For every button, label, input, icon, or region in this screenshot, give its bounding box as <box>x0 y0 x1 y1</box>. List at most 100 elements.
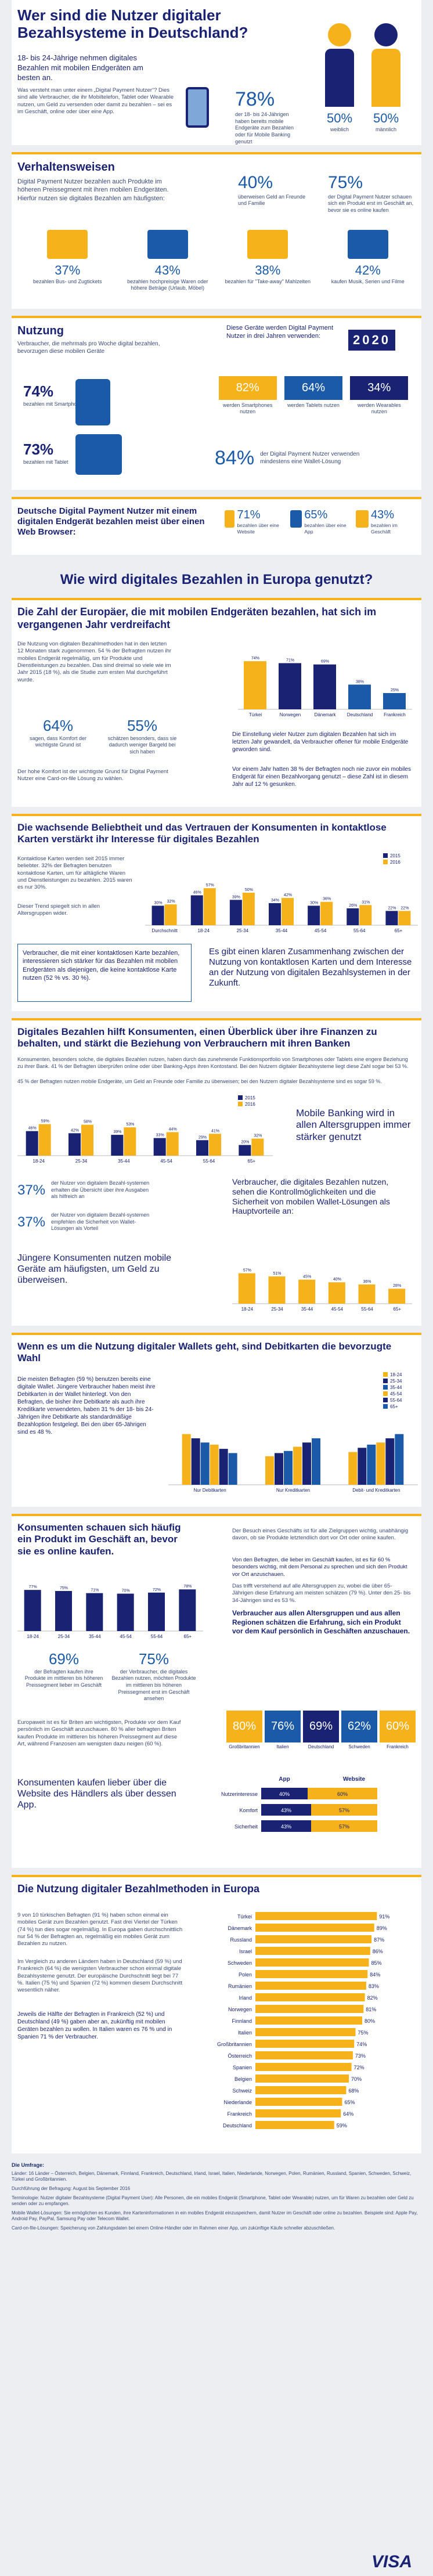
future-device-tile: 34% werden Wearables nutzen <box>350 376 409 428</box>
banks-text2: 45 % der Befragten nutzen mobile Endgerä… <box>17 1078 382 1084</box>
banks-chart: 46% 59% 18-24 42% 58% 25-34 39% 53% 35-44 33% 44% 4… <box>17 1095 273 1164</box>
legend-swatch <box>383 1385 388 1390</box>
chart-category-label: 65+ <box>395 928 403 933</box>
chart-category-label: Türkei <box>249 712 262 717</box>
chart-value-label: 30% <box>310 901 318 905</box>
chart-bar <box>255 2063 352 2071</box>
footer-source5: Card-on-file-Lösungen: Speicherung von Z… <box>12 2225 335 2231</box>
future-tiles: 82% werden Smartphones nutzen 64% werden Ta… <box>215 376 412 428</box>
chart-bar <box>255 2109 341 2117</box>
chart-bar <box>124 1127 136 1156</box>
legend-swatch <box>383 1379 388 1383</box>
behavior-item-label: bezahlen hochpreisige Waren oder höhere … <box>127 278 208 291</box>
chart-category-label: Irland <box>239 1995 252 2001</box>
europe-users-right2: Vor einem Jahr hatten 38 % der Befragten… <box>232 766 411 788</box>
country-tile-pct: 60% <box>380 1711 416 1742</box>
chart-bar <box>151 905 164 925</box>
payment-channel-icon <box>224 510 235 528</box>
country-tile-pct: 69% <box>303 1711 339 1742</box>
payment-web-text: Deutsche Digital Payment Nutzer mit eine… <box>17 506 205 537</box>
chart-category-label: Frankreich <box>384 712 406 717</box>
chart-value-label: 71% <box>91 1589 99 1593</box>
chart-bar <box>24 1590 41 1631</box>
chart-value-label: 85% <box>371 1960 382 1966</box>
chart-value-label: 83% <box>369 1983 379 1989</box>
chart-bar <box>298 1279 316 1304</box>
behavior-item-label: kaufen Musik, Serien und Filme <box>331 278 405 284</box>
payment-channel: 71% bezahlen über eine Website <box>224 508 283 549</box>
chart-bar <box>148 1592 165 1631</box>
stat-75-behavior: 75% der Digital Payment Nutzer schauen s… <box>328 173 414 213</box>
chart-value-label: 73% <box>355 2053 366 2059</box>
country-tile: 62% Schweden <box>341 1711 377 1750</box>
future-device-pct: 34% <box>350 376 409 400</box>
wallets-chart: Nur Debitkarten Nur Kreditkarten Debit- un… <box>168 1372 418 1493</box>
chart-value-label: 87% <box>374 1937 384 1943</box>
chart-category-label: 25-34 <box>75 1159 88 1164</box>
stat-69: 69% der Befragten kaufen ihre Produkte i… <box>24 1650 103 1688</box>
legend-label: 55-64 <box>390 1398 402 1403</box>
chart-value-label: 42% <box>71 1128 79 1132</box>
chart-category-label: 55-64 <box>353 928 366 933</box>
chart-bar <box>251 1138 264 1156</box>
footer-source-title: Die Umfrage: <box>12 2162 45 2168</box>
stat-40: 40% überweisen Geld an Freunde und Famil… <box>238 173 306 207</box>
payment-channel-pct: 65% <box>304 508 328 521</box>
chart-value-label: 26% <box>349 904 357 908</box>
chart-value-label: 22% <box>400 906 409 910</box>
chart-bar <box>200 1442 210 1485</box>
chart-category-label: Schweiz <box>232 2088 252 2094</box>
chart-value-label: 33% <box>156 1134 164 1138</box>
chart-value-label: 91% <box>379 1914 389 1920</box>
methods-title: Die Nutzung digitaler Bezahlmethoden in … <box>17 1883 260 1895</box>
header-card: Wer sind die Nutzer digitaler Bezahlsyst… <box>12 0 421 145</box>
chart-bar <box>255 1947 370 1955</box>
chart-value-label: 78% <box>183 1585 192 1589</box>
chart-category-label: 45-54 <box>160 1159 172 1164</box>
chart-value-label: 82% <box>367 1995 378 2001</box>
chart-bar <box>328 1282 345 1304</box>
chart-bar <box>383 693 406 709</box>
usage-title: Nutzung <box>17 324 64 337</box>
country-tile-label: Deutschland <box>308 1744 334 1749</box>
chart-value-label: 30% <box>154 901 163 905</box>
chart-bar <box>117 1593 134 1631</box>
chart-category-label: 55-64 <box>151 1634 163 1639</box>
chart-bar <box>313 664 336 709</box>
chart-bar <box>398 911 411 925</box>
chart-value-label: 57% <box>339 1807 349 1813</box>
chart-bar <box>242 893 255 925</box>
future-device-label: werden Smartphones nutzen <box>222 402 273 415</box>
chart-bar <box>255 1958 369 1967</box>
chart-bar <box>312 1438 320 1485</box>
payment-channel: 65% bezahlen über eine App <box>290 508 348 549</box>
chart-bar <box>311 1804 377 1816</box>
banks-card: Digitales Bezahlen hilft Konsumenten, ei… <box>12 1018 421 1326</box>
footer: Die Umfrage: Länder: 16 Länder – Österre… <box>12 2162 421 2568</box>
chart-value-label: 39% <box>113 1130 121 1134</box>
payment-channel-label: bezahlen über eine Website <box>237 522 279 535</box>
future-device-label: werden Wearables nutzen <box>357 402 401 415</box>
payment-channel-pct: 71% <box>237 508 261 521</box>
phone-icon <box>75 379 110 425</box>
chart-value-label: 38% <box>356 680 364 684</box>
chart-bar <box>255 1924 374 1932</box>
chart-category-label: Großbritannien <box>217 2041 252 2047</box>
shopping-right2: Von den Befragten, die lieber im Geschäf… <box>232 1557 407 1578</box>
chart-value-label: 40% <box>279 1791 290 1797</box>
chart-value-label: 71% <box>286 658 294 662</box>
chart-value-label: 51% <box>273 1272 281 1276</box>
legend-label: 2015 <box>245 1095 255 1101</box>
payment-channel-label: bezahlen über eine App <box>304 522 347 535</box>
legend-swatch <box>238 1102 243 1106</box>
behavior-items: 37% bezahlen Bus- und Zugtickets 43% bezahl… <box>17 230 418 305</box>
chart-bar <box>239 1145 251 1156</box>
legend-swatch <box>383 860 388 864</box>
contactless-text: Kontaktlose Karten werden seit 2015 imme… <box>17 856 132 891</box>
chart-category-label: Italien <box>238 2030 252 2036</box>
chart-bar <box>308 1788 377 1799</box>
year-display: 2020 <box>348 330 395 351</box>
chart-category-label: Nutzerinteresse <box>221 1791 258 1797</box>
chart-value-label: 44% <box>169 1128 177 1132</box>
chart-bar <box>179 1589 196 1631</box>
